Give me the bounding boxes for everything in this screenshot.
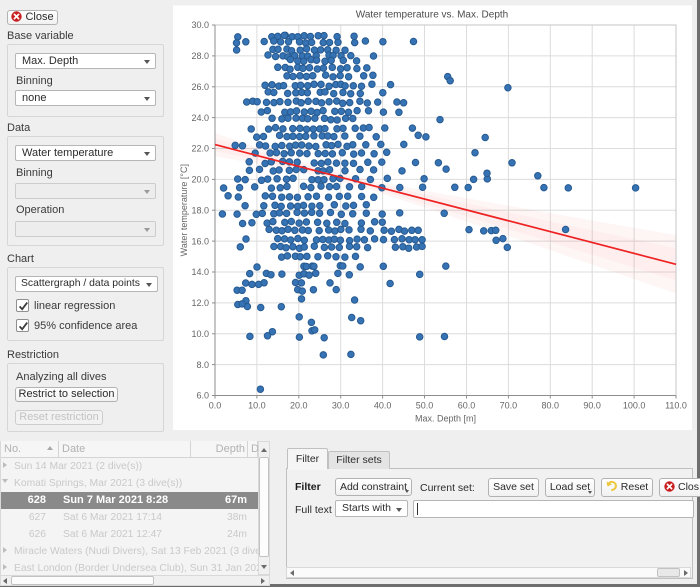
- svg-text:Water temperature vs. Max. Dep: Water temperature vs. Max. Depth: [356, 10, 508, 21]
- svg-text:22.0: 22.0: [191, 144, 209, 154]
- svg-text:24.0: 24.0: [191, 113, 209, 123]
- svg-text:Max. Depth [m]: Max. Depth [m]: [415, 414, 476, 424]
- svg-text:90.0: 90.0: [583, 401, 601, 411]
- svg-text:16.0: 16.0: [191, 236, 209, 246]
- svg-text:10.0: 10.0: [248, 401, 266, 411]
- svg-text:0.0: 0.0: [209, 401, 222, 411]
- svg-text:6.0: 6.0: [196, 391, 209, 401]
- svg-text:12.0: 12.0: [191, 298, 209, 308]
- svg-text:40.0: 40.0: [374, 401, 392, 411]
- svg-text:50.0: 50.0: [416, 401, 434, 411]
- svg-text:28.0: 28.0: [191, 51, 209, 61]
- svg-text:8.0: 8.0: [196, 360, 209, 370]
- svg-text:30.0: 30.0: [191, 20, 209, 30]
- svg-text:Water temperature [°C]: Water temperature [°C]: [179, 164, 189, 256]
- svg-text:26.0: 26.0: [191, 82, 209, 92]
- svg-text:60.0: 60.0: [458, 401, 476, 411]
- svg-text:20.0: 20.0: [290, 401, 308, 411]
- svg-text:20.0: 20.0: [191, 175, 209, 185]
- svg-text:80.0: 80.0: [542, 401, 560, 411]
- svg-text:110.0: 110.0: [665, 401, 687, 411]
- svg-text:30.0: 30.0: [332, 401, 350, 411]
- svg-text:100.0: 100.0: [623, 401, 646, 411]
- svg-text:10.0: 10.0: [191, 329, 209, 339]
- svg-text:70.0: 70.0: [500, 401, 518, 411]
- svg-text:14.0: 14.0: [191, 267, 209, 277]
- svg-text:18.0: 18.0: [191, 205, 209, 215]
